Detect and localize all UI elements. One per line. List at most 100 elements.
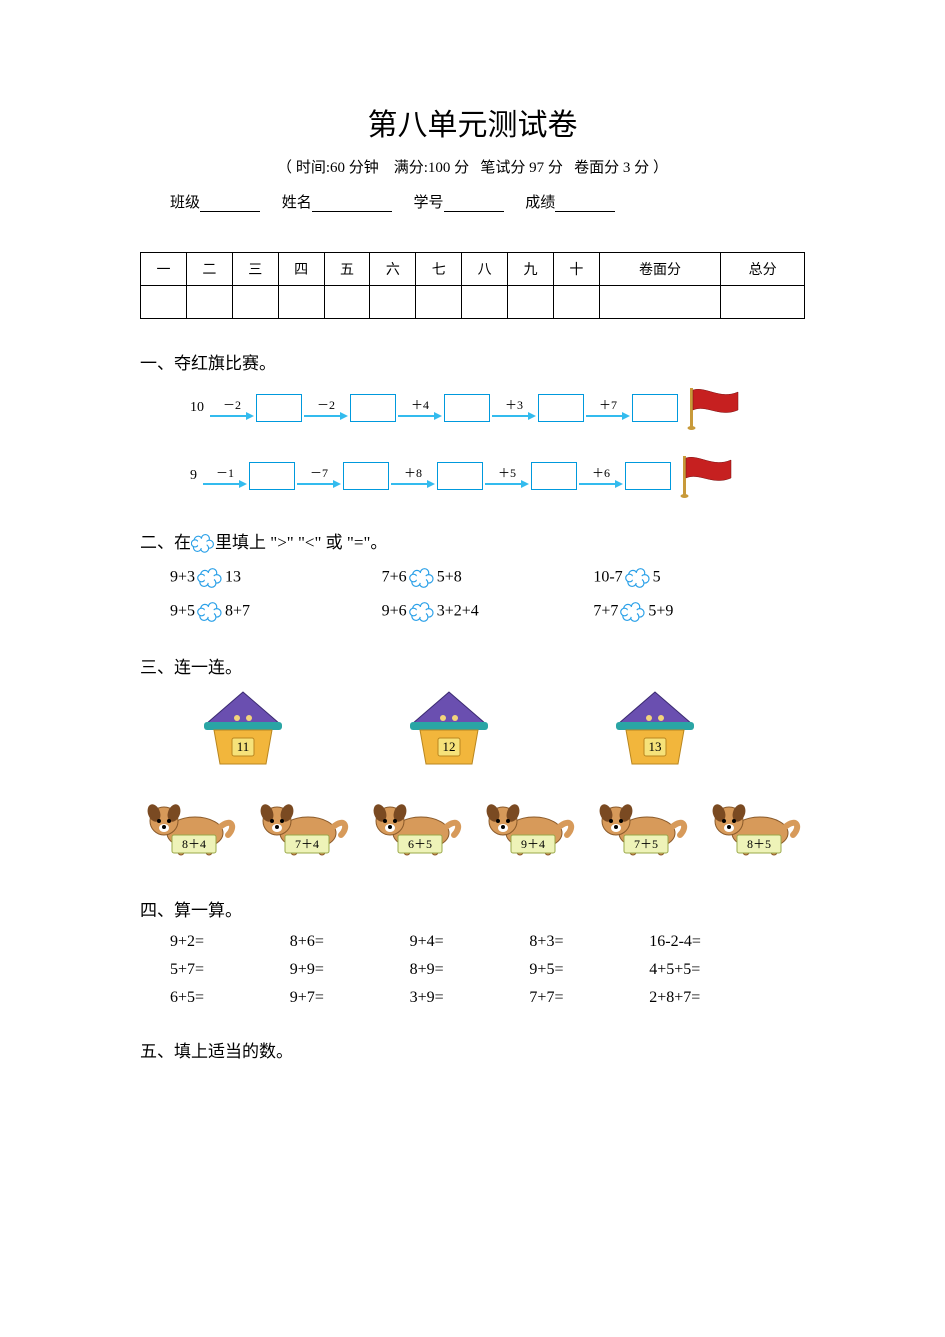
- calc-cell: 5+7=: [170, 961, 290, 979]
- compare-cloud-blank[interactable]: [409, 567, 435, 589]
- score-header-cell: 总分: [721, 253, 805, 286]
- compare-left: 7+6: [382, 569, 407, 586]
- chain-arrow: ＋4: [398, 396, 442, 421]
- compare-right: 5+9: [648, 603, 673, 620]
- score-header-cell: 十: [553, 253, 599, 286]
- dog-item: 7＋5: [592, 797, 692, 866]
- score-value-cell[interactable]: [599, 286, 720, 319]
- name-blank[interactable]: [312, 196, 392, 212]
- calc-cell: 9+5=: [529, 961, 649, 979]
- score-value-cell[interactable]: [278, 286, 324, 319]
- chain-answer-box[interactable]: [632, 394, 678, 422]
- score-header-cell: 二: [186, 253, 232, 286]
- chain-arrow: ＋5: [485, 464, 529, 489]
- compare-cloud-blank[interactable]: [197, 601, 223, 623]
- svg-text:7＋4: 7＋4: [295, 837, 319, 851]
- house-item: 13: [612, 690, 698, 773]
- dog-item: 7＋4: [253, 797, 353, 866]
- svg-text:8＋4: 8＋4: [182, 837, 206, 851]
- dog-item: 6＋5: [366, 797, 466, 866]
- score-value-cell[interactable]: [232, 286, 278, 319]
- compare-right: 8+7: [225, 603, 250, 620]
- dog-row: 8＋4 7＋4 6＋5: [140, 797, 805, 866]
- calc-cell: 16-2-4=: [649, 933, 805, 951]
- chain-answer-box[interactable]: [343, 462, 389, 490]
- chain-answer-box[interactable]: [538, 394, 584, 422]
- calc-cell: 9+4=: [410, 933, 530, 951]
- chain-arrow: ＋6: [579, 464, 623, 489]
- calc-cell: 3+9=: [410, 989, 530, 1007]
- compare-left: 10-7: [593, 569, 622, 586]
- chain-answer-box[interactable]: [531, 462, 577, 490]
- chain-answer-box[interactable]: [444, 394, 490, 422]
- compare-left: 9+6: [382, 603, 407, 620]
- chain-arrow: ＋7: [586, 396, 630, 421]
- chain-arrow: ＋8: [391, 464, 435, 489]
- chain-arrow: －2: [304, 396, 348, 421]
- calc-cell: 9+7=: [290, 989, 410, 1007]
- compare-cloud-blank[interactable]: [409, 601, 435, 623]
- score-value-cell[interactable]: [721, 286, 805, 319]
- svg-text:11: 11: [237, 739, 250, 754]
- calc-cell: 9+9=: [290, 961, 410, 979]
- compare-item: 9+5 8+7: [170, 601, 382, 623]
- house-item: 11: [200, 690, 286, 773]
- chain-answer-box[interactable]: [256, 394, 302, 422]
- flag-icon: [679, 454, 735, 498]
- score-value-cell[interactable]: [553, 286, 599, 319]
- score-value-cell[interactable]: [416, 286, 462, 319]
- compare-item: 9+3 13: [170, 567, 382, 589]
- dog-item: 9＋4: [479, 797, 579, 866]
- chain-start-value: 9: [190, 468, 197, 484]
- section3-heading: 三、连一连。: [140, 653, 805, 678]
- dog-item: 8＋5: [705, 797, 805, 866]
- compare-cloud-blank[interactable]: [620, 601, 646, 623]
- section2-heading: 二、在 里填上 ">" "<" 或 "="。: [140, 528, 805, 555]
- cloud-icon: [191, 533, 215, 555]
- compare-right: 3+2+4: [437, 603, 479, 620]
- section4-heading: 四、算一算。: [140, 896, 805, 921]
- chain-row: 9－1 －7 ＋8 ＋5 ＋6: [190, 454, 805, 498]
- score-header-cell: 七: [416, 253, 462, 286]
- score-value-cell[interactable]: [508, 286, 554, 319]
- calc-grid: 9+2=8+6=9+4=8+3=16-2-4=5+7=9+9=8+9=9+5=4…: [170, 933, 805, 1007]
- score-value-cell[interactable]: [141, 286, 187, 319]
- score-header-cell: 五: [324, 253, 370, 286]
- score-value-cell[interactable]: [186, 286, 232, 319]
- svg-text:6＋5: 6＋5: [408, 837, 432, 851]
- chain-answer-box[interactable]: [350, 394, 396, 422]
- svg-text:9＋4: 9＋4: [521, 837, 545, 851]
- svg-text:12: 12: [443, 739, 456, 754]
- calc-cell: 8+3=: [529, 933, 649, 951]
- number-blank[interactable]: [444, 196, 504, 212]
- compare-item: 9+6 3+2+4: [382, 601, 594, 623]
- score-table: 一二三四五六七八九十卷面分总分: [140, 252, 805, 319]
- score-blank[interactable]: [555, 196, 615, 212]
- chain-answer-box[interactable]: [437, 462, 483, 490]
- page-title: 第八单元测试卷: [140, 100, 805, 144]
- comparison-grid: 9+3 137+6 5+810-7 59+5 8+79+6 3+2+47+7 5…: [170, 567, 805, 623]
- chain-answer-box[interactable]: [249, 462, 295, 490]
- compare-cloud-blank[interactable]: [625, 567, 651, 589]
- compare-left: 9+5: [170, 603, 195, 620]
- score-value-cell[interactable]: [370, 286, 416, 319]
- score-header-cell: 九: [508, 253, 554, 286]
- calc-cell: 8+6=: [290, 933, 410, 951]
- section1-heading: 一、夺红旗比赛。: [140, 349, 805, 374]
- compare-item: 7+6 5+8: [382, 567, 594, 589]
- chain-answer-box[interactable]: [625, 462, 671, 490]
- house-row: 11 12 13: [200, 690, 805, 773]
- calc-cell: 4+5+5=: [649, 961, 805, 979]
- calc-cell: 6+5=: [170, 989, 290, 1007]
- score-value-cell[interactable]: [324, 286, 370, 319]
- compare-cloud-blank[interactable]: [197, 567, 223, 589]
- score-header-cell: 四: [278, 253, 324, 286]
- subtitle: （ 时间:60 分钟 满分:100 分 笔试分 97 分 卷面分 3 分 ）: [140, 156, 805, 177]
- dog-item: 8＋4: [140, 797, 240, 866]
- class-blank[interactable]: [200, 196, 260, 212]
- score-value-cell[interactable]: [462, 286, 508, 319]
- section5-heading: 五、填上适当的数。: [140, 1037, 805, 1062]
- compare-left: 7+7: [593, 603, 618, 620]
- calc-cell: 9+2=: [170, 933, 290, 951]
- compare-item: 10-7 5: [593, 567, 805, 589]
